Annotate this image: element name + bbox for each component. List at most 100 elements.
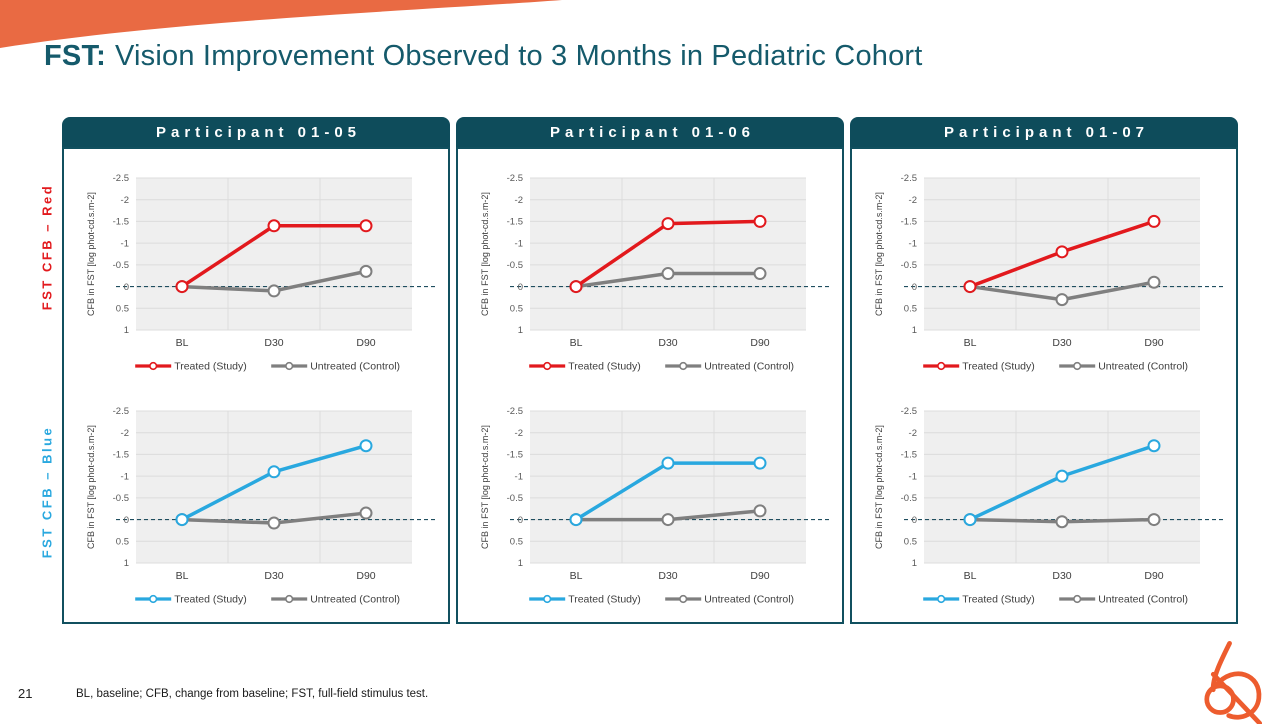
svg-text:-0.5: -0.5 <box>113 260 129 271</box>
svg-text:BL: BL <box>176 570 189 582</box>
svg-text:CFB in FST [log phot-cd.s.m-2]: CFB in FST [log phot-cd.s.m-2] <box>874 192 884 316</box>
panel-participant-01-06: Participant 01-06 -2.5 -2 -1.5 -1 -0.5 0 0.5 1 B… <box>456 117 844 624</box>
svg-text:0: 0 <box>912 282 917 293</box>
svg-text:0: 0 <box>518 515 523 526</box>
svg-text:-0.5: -0.5 <box>507 493 523 504</box>
svg-text:Treated (Study): Treated (Study) <box>568 361 641 373</box>
svg-text:1: 1 <box>912 558 917 569</box>
svg-text:-1.5: -1.5 <box>507 217 523 228</box>
panel-header-01-05: Participant 01-05 <box>62 117 450 147</box>
title-text: Vision Improvement Observed to 3 Months … <box>115 40 923 72</box>
chart-canvas: -2.5 -2 -1.5 -1 -0.5 0 0.5 1 BL D30 D90 CFB in FST … <box>86 406 438 606</box>
svg-text:D90: D90 <box>750 570 769 582</box>
svg-text:D30: D30 <box>1052 337 1071 349</box>
svg-text:BL: BL <box>964 337 977 349</box>
svg-text:CFB in FST [log phot-cd.s.m-2]: CFB in FST [log phot-cd.s.m-2] <box>86 192 96 316</box>
svg-text:-1: -1 <box>909 471 917 482</box>
svg-text:0: 0 <box>124 282 129 293</box>
row-label-fst-cfb-blue: FST CFB – Blue <box>39 425 55 559</box>
svg-text:Untreated (Control): Untreated (Control) <box>310 361 400 373</box>
svg-text:0.5: 0.5 <box>904 536 917 547</box>
svg-text:Untreated (Control): Untreated (Control) <box>310 594 400 606</box>
chart-fst-red-01-05: -2.5 -2 -1.5 -1 -0.5 0 0.5 1 BL D30 D90 CFB in FST … <box>64 154 448 382</box>
panel-body-01-06: -2.5 -2 -1.5 -1 -0.5 0 0.5 1 BL D30 D90 CFB in FST … <box>456 147 844 624</box>
svg-text:-1: -1 <box>121 471 129 482</box>
svg-text:Treated (Study): Treated (Study) <box>962 361 1035 373</box>
svg-text:-0.5: -0.5 <box>113 493 129 504</box>
page-number: 21 <box>18 686 33 701</box>
svg-text:Untreated (Control): Untreated (Control) <box>1098 361 1188 373</box>
svg-text:1: 1 <box>518 558 523 569</box>
svg-text:-2.5: -2.5 <box>113 406 129 417</box>
panel-participant-01-05: Participant 01-05 -2.5 -2 -1.5 -1 -0.5 0 0.5 1 B… <box>62 117 450 624</box>
svg-text:Untreated (Control): Untreated (Control) <box>704 594 794 606</box>
svg-text:Untreated (Control): Untreated (Control) <box>704 361 794 373</box>
svg-text:-2: -2 <box>121 428 129 439</box>
svg-text:1: 1 <box>518 325 523 336</box>
chart-fst-blue-01-05: -2.5 -2 -1.5 -1 -0.5 0 0.5 1 BL D30 D90 CFB in FST … <box>64 387 448 615</box>
svg-text:0: 0 <box>912 515 917 526</box>
svg-text:BL: BL <box>964 570 977 582</box>
svg-text:-1: -1 <box>121 238 129 249</box>
footnote-abbreviations: BL, baseline; CFB, change from baseline;… <box>76 688 429 700</box>
svg-text:-1: -1 <box>909 238 917 249</box>
row-label-fst-cfb-red: FST CFB – Red <box>39 183 55 311</box>
svg-text:-2.5: -2.5 <box>901 406 917 417</box>
svg-text:Treated (Study): Treated (Study) <box>174 361 247 373</box>
svg-text:-0.5: -0.5 <box>901 260 917 271</box>
panel-header-01-07: Participant 01-07 <box>850 117 1238 147</box>
svg-text:1: 1 <box>124 325 129 336</box>
chart-canvas: -2.5 -2 -1.5 -1 -0.5 0 0.5 1 BL D30 D90 CFB in FST … <box>874 173 1226 373</box>
svg-text:-1.5: -1.5 <box>113 217 129 228</box>
svg-text:-1.5: -1.5 <box>901 217 917 228</box>
svg-text:0: 0 <box>518 282 523 293</box>
chart-canvas: -2.5 -2 -1.5 -1 -0.5 0 0.5 1 BL D30 D90 CFB in FST … <box>874 406 1226 606</box>
panel-header-01-06: Participant 01-06 <box>456 117 844 147</box>
page-title: FST: Vision Improvement Observed to 3 Mon… <box>44 40 923 73</box>
svg-text:0.5: 0.5 <box>116 303 129 314</box>
title-prefix: FST: <box>44 40 107 72</box>
svg-text:0: 0 <box>124 515 129 526</box>
panel-header-label: Participant 01-05 <box>155 123 362 141</box>
chart-fst-blue-01-06: -2.5 -2 -1.5 -1 -0.5 0 0.5 1 BL D30 D90 CFB in FST … <box>458 387 842 615</box>
svg-text:D30: D30 <box>264 337 283 349</box>
svg-text:D30: D30 <box>264 570 283 582</box>
svg-text:0.5: 0.5 <box>510 536 523 547</box>
svg-text:CFB in FST [log phot-cd.s.m-2]: CFB in FST [log phot-cd.s.m-2] <box>480 425 490 549</box>
svg-text:D90: D90 <box>1144 570 1163 582</box>
svg-text:D30: D30 <box>1052 570 1071 582</box>
chart-fst-blue-01-07: -2.5 -2 -1.5 -1 -0.5 0 0.5 1 BL D30 D90 CFB in FST … <box>852 387 1236 615</box>
svg-text:CFB in FST [log phot-cd.s.m-2]: CFB in FST [log phot-cd.s.m-2] <box>86 425 96 549</box>
svg-text:-2: -2 <box>121 195 129 206</box>
svg-text:-1.5: -1.5 <box>113 450 129 461</box>
svg-text:1: 1 <box>912 325 917 336</box>
svg-text:BL: BL <box>570 570 583 582</box>
svg-text:D30: D30 <box>658 337 677 349</box>
svg-text:-2: -2 <box>515 428 523 439</box>
corner-swoosh-decoration <box>0 0 562 48</box>
svg-text:BL: BL <box>176 337 189 349</box>
svg-text:-2: -2 <box>909 195 917 206</box>
chart-fst-red-01-06: -2.5 -2 -1.5 -1 -0.5 0 0.5 1 BL D30 D90 CFB in FST … <box>458 154 842 382</box>
svg-text:-1: -1 <box>515 238 523 249</box>
svg-text:D30: D30 <box>658 570 677 582</box>
svg-text:-0.5: -0.5 <box>901 493 917 504</box>
svg-text:-1.5: -1.5 <box>507 450 523 461</box>
svg-text:-2.5: -2.5 <box>113 173 129 184</box>
svg-text:-2.5: -2.5 <box>901 173 917 184</box>
svg-text:-2.5: -2.5 <box>507 406 523 417</box>
svg-text:CFB in FST [log phot-cd.s.m-2]: CFB in FST [log phot-cd.s.m-2] <box>480 192 490 316</box>
svg-text:-2: -2 <box>515 195 523 206</box>
svg-text:-2.5: -2.5 <box>507 173 523 184</box>
svg-text:-1.5: -1.5 <box>901 450 917 461</box>
svg-text:0.5: 0.5 <box>510 303 523 314</box>
svg-text:BL: BL <box>570 337 583 349</box>
svg-text:Treated (Study): Treated (Study) <box>568 594 641 606</box>
svg-text:-0.5: -0.5 <box>507 260 523 271</box>
svg-text:-2: -2 <box>909 428 917 439</box>
panel-body-01-05: -2.5 -2 -1.5 -1 -0.5 0 0.5 1 BL D30 D90 CFB in FST … <box>62 147 450 624</box>
chart-canvas: -2.5 -2 -1.5 -1 -0.5 0 0.5 1 BL D30 D90 CFB in FST … <box>480 173 832 373</box>
panel-header-label: Participant 01-06 <box>549 123 756 141</box>
chart-canvas: -2.5 -2 -1.5 -1 -0.5 0 0.5 1 BL D30 D90 CFB in FST … <box>86 173 438 373</box>
